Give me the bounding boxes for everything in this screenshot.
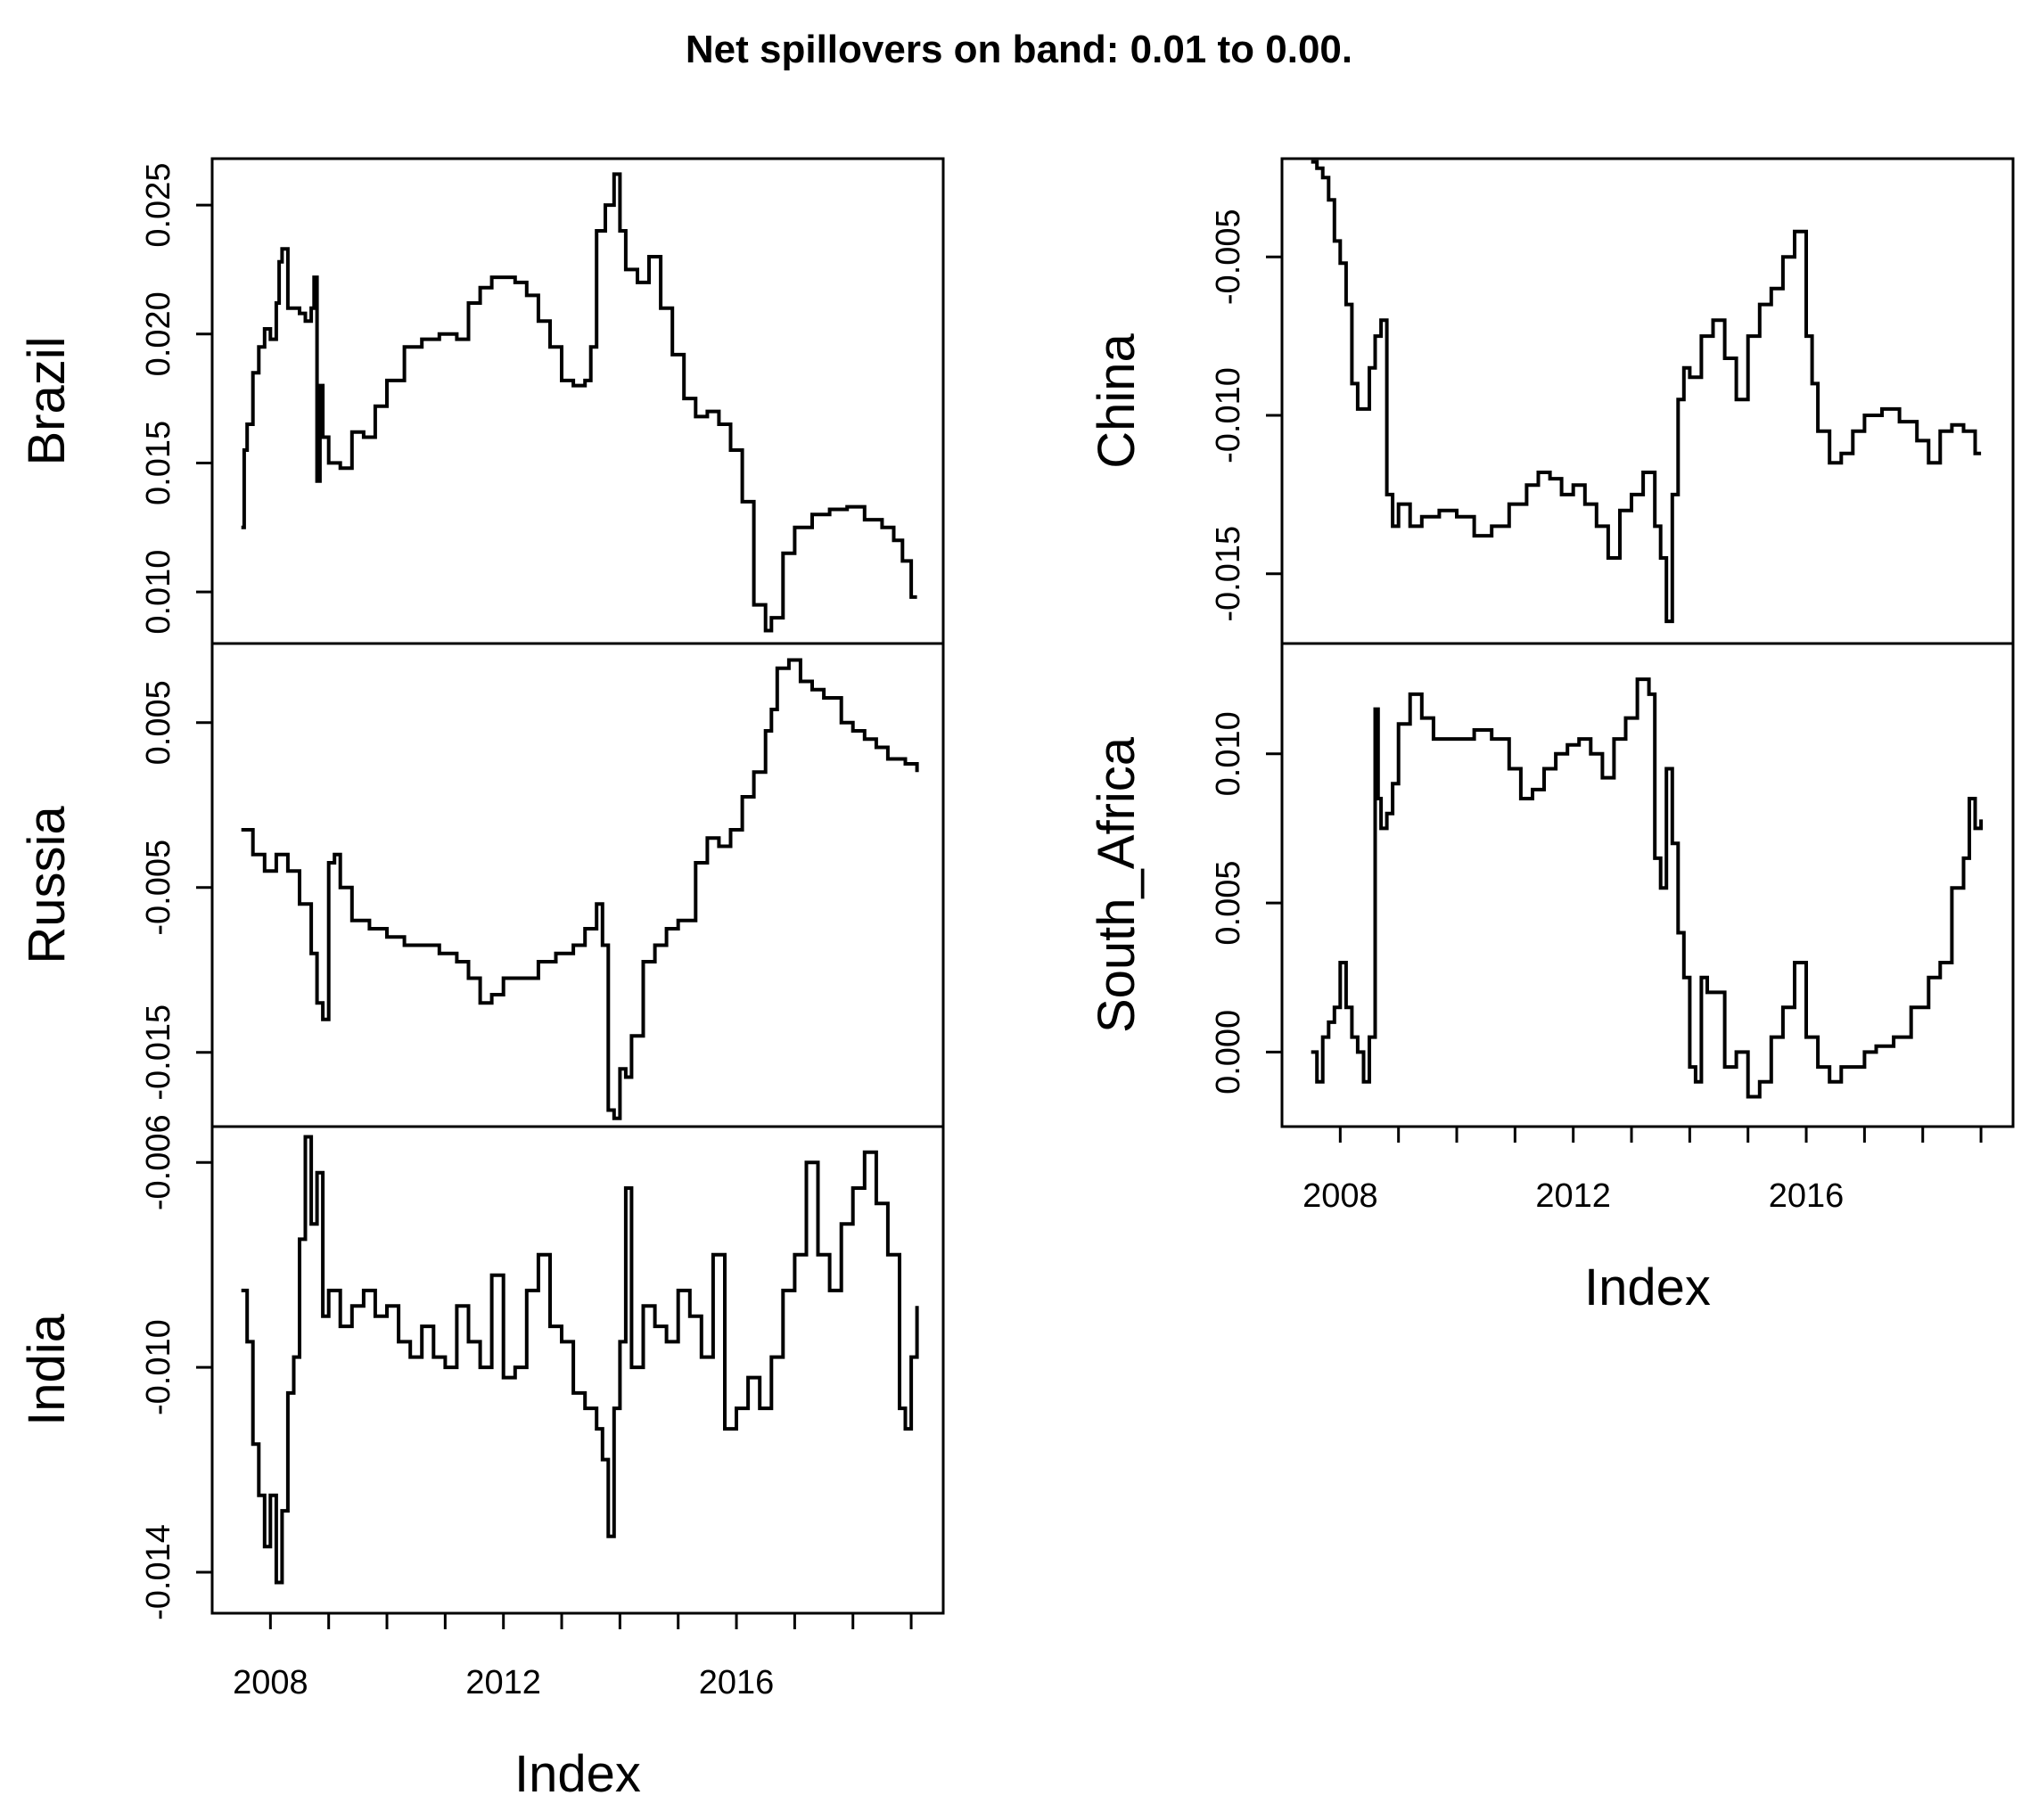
ylabel-china: China	[1088, 332, 1146, 468]
ytick-label-russia: 0.005	[140, 680, 177, 765]
ylabel-south-africa: South_Africa	[1088, 736, 1146, 1033]
series-line-china	[1311, 160, 1982, 624]
ytick-label-china: -0.005	[1210, 209, 1247, 305]
ytick-label-brazil: 0.015	[140, 421, 177, 505]
xtick-label-india: 2016	[699, 1664, 775, 1701]
ytick-label-russia: -0.015	[140, 1004, 177, 1101]
ytick-label-brazil: 0.025	[140, 163, 177, 248]
ytick-label-china: -0.015	[1210, 526, 1247, 622]
panel-india: -0.014 -0.010 -0.006 India 2008 2012 2016 Index	[18, 1114, 945, 1803]
panel-russia: -0.015 -0.005 0.005 Russia	[18, 642, 945, 1128]
xtick-label-south-africa: 2012	[1535, 1177, 1611, 1215]
ylabel-india: India	[18, 1313, 76, 1426]
chart-title: Net spillovers on band: 0.01 to 0.00.	[686, 28, 1352, 71]
ytick-label-south-africa: 0.005	[1210, 861, 1247, 946]
series-line-brazil	[241, 172, 917, 633]
ytick-label-brazil: 0.010	[140, 550, 177, 635]
ytick-label-south-africa: 0.000	[1210, 1010, 1247, 1094]
ytick-label-india: -0.006	[140, 1114, 177, 1210]
ytick-label-russia: -0.005	[140, 840, 177, 936]
xtick-label-india: 2012	[465, 1664, 541, 1701]
panels: 0.010 0.015 0.020 0.025 Brazil -0.015 -0.005 0.…	[18, 157, 2015, 1803]
series-line-south-africa	[1311, 677, 1984, 1099]
xlabel-india: Index	[514, 1745, 641, 1803]
ytick-label-india: -0.010	[140, 1319, 177, 1415]
series-line-russia	[241, 658, 919, 1120]
panel-frame-india	[210, 1125, 945, 1615]
panel-frame-russia	[210, 642, 945, 1128]
series-line-india	[241, 1135, 919, 1585]
panel-china: -0.015 -0.010 -0.005 China	[1088, 157, 2015, 645]
ytick-label-south-africa: 0.010	[1210, 711, 1247, 796]
xtick-label-south-africa: 2016	[1769, 1177, 1845, 1215]
xtick-label-south-africa: 2008	[1303, 1177, 1378, 1215]
ytick-label-brazil: 0.020	[140, 291, 177, 376]
ylabel-brazil: Brazil	[18, 336, 76, 465]
panel-brazil: 0.010 0.015 0.020 0.025 Brazil	[18, 157, 945, 645]
ylabel-russia: Russia	[18, 806, 76, 964]
xtick-label-india: 2008	[233, 1664, 308, 1701]
ytick-label-india: -0.014	[140, 1524, 177, 1620]
xlabel-south-africa: Index	[1584, 1258, 1711, 1316]
panel-frame-china	[1280, 157, 2015, 645]
panel-south-africa: 0.000 0.005 0.010 South_Africa 2008 2012 2016 I…	[1088, 642, 2015, 1316]
ytick-label-china: -0.010	[1210, 367, 1247, 463]
panel-frame-south-africa	[1280, 642, 2015, 1128]
